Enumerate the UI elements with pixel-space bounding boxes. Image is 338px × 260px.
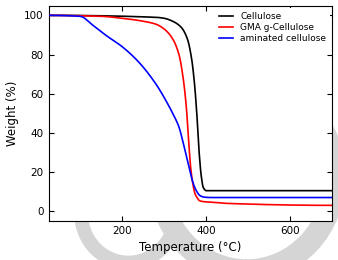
Line: Cellulose: Cellulose	[49, 15, 333, 191]
Line: GMA g-Cellulose: GMA g-Cellulose	[49, 15, 333, 205]
GMA g-Cellulose	[47, 14, 51, 17]
Cellulose	[79, 14, 83, 17]
GMA g-Cellulose	[168, 33, 172, 36]
aminated cellulose	[331, 196, 335, 199]
Cellulose	[155, 16, 160, 19]
Line: aminated cellulose: aminated cellulose	[49, 15, 333, 198]
GMA g-Cellulose	[155, 23, 160, 26]
GMA g-Cellulose	[294, 204, 298, 207]
aminated cellulose	[96, 28, 100, 31]
aminated cellulose	[294, 196, 298, 199]
GMA g-Cellulose	[331, 204, 335, 207]
aminated cellulose	[155, 85, 160, 88]
Cellulose	[204, 189, 209, 192]
Cellulose	[168, 18, 172, 22]
Cellulose	[96, 14, 100, 17]
aminated cellulose	[325, 196, 329, 199]
aminated cellulose	[209, 196, 213, 199]
X-axis label: Temperature (°C): Temperature (°C)	[139, 242, 242, 255]
GMA g-Cellulose	[79, 14, 83, 17]
aminated cellulose	[79, 15, 83, 18]
GMA g-Cellulose	[325, 204, 329, 207]
aminated cellulose	[47, 14, 51, 17]
Cellulose	[47, 14, 51, 17]
Legend: Cellulose, GMA g-Cellulose, aminated cellulose: Cellulose, GMA g-Cellulose, aminated cel…	[216, 8, 330, 47]
Cellulose	[325, 189, 329, 192]
Cellulose	[294, 189, 298, 192]
Y-axis label: Weight (%): Weight (%)	[5, 81, 19, 146]
GMA g-Cellulose	[96, 15, 100, 18]
aminated cellulose	[168, 106, 172, 109]
Cellulose	[331, 189, 335, 192]
